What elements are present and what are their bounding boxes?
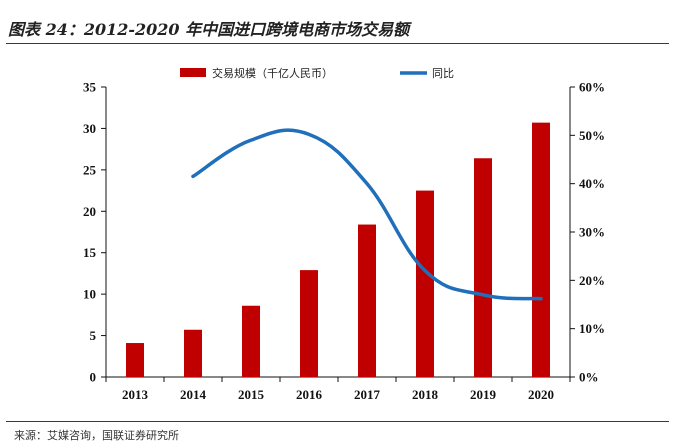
line-series bbox=[191, 128, 543, 301]
y-right-tick-label: 60% bbox=[579, 80, 605, 95]
bar bbox=[242, 305, 260, 377]
axes bbox=[101, 86, 575, 382]
bar bbox=[184, 329, 202, 377]
y-right-tick-label: 50% bbox=[579, 128, 605, 143]
top-rule bbox=[6, 43, 669, 44]
bar bbox=[532, 122, 550, 377]
y-right-tick-label: 0% bbox=[579, 370, 599, 385]
y-left-tick-label: 25 bbox=[83, 162, 97, 177]
y-left-tick-label: 15 bbox=[83, 245, 97, 260]
chart: 0 5 10 15 20 25 30 35 0% 10% 20% 30% 40% 50% 60% 2013 20… bbox=[83, 66, 605, 403]
bar bbox=[474, 158, 492, 377]
line-growth bbox=[191, 128, 543, 301]
y-right-tick-label: 10% bbox=[579, 321, 605, 336]
y-right-tick-label: 30% bbox=[579, 225, 605, 240]
y-left-tick-label: 10 bbox=[83, 287, 96, 302]
bar bbox=[126, 343, 144, 377]
source-note: 来源：艾媒咨询，国联证券研究所 bbox=[14, 429, 179, 442]
chart-title: 图表 24：2012-2020 年中国进口跨境电商市场交易额 bbox=[8, 20, 410, 39]
legend-bar-label: 交易规模（千亿人民币） bbox=[212, 66, 333, 80]
legend: 交易规模（千亿人民币） 同比 bbox=[180, 66, 454, 80]
y-right-tick-label: 20% bbox=[579, 273, 605, 288]
bar bbox=[300, 270, 318, 377]
y-left-tick-label: 30 bbox=[83, 121, 96, 136]
y-left-tick-label: 35 bbox=[83, 80, 97, 95]
x-tick-label: 2016 bbox=[296, 387, 323, 402]
x-tick-label: 2019 bbox=[470, 387, 497, 402]
bar bbox=[358, 224, 376, 377]
y-right-tick-label: 40% bbox=[579, 176, 605, 191]
bars bbox=[126, 122, 550, 377]
x-tick-label: 2018 bbox=[412, 387, 439, 402]
legend-bar-swatch bbox=[180, 68, 206, 77]
x-tick-label: 2015 bbox=[238, 387, 265, 402]
y-left-tick-label: 0 bbox=[90, 370, 97, 385]
y-left-tick-label: 20 bbox=[83, 204, 96, 219]
x-tick-label: 2013 bbox=[122, 387, 149, 402]
x-tick-label: 2020 bbox=[528, 387, 554, 402]
legend-line-label: 同比 bbox=[432, 67, 454, 80]
y-left-tick-label: 5 bbox=[90, 328, 97, 343]
x-tick-label: 2017 bbox=[354, 387, 381, 402]
tick-labels: 0 5 10 15 20 25 30 35 0% 10% 20% 30% 40% 50% 60% 2013 20… bbox=[83, 80, 605, 403]
bottom-rule bbox=[6, 421, 669, 422]
bar bbox=[416, 190, 434, 377]
x-tick-label: 2014 bbox=[180, 387, 207, 402]
